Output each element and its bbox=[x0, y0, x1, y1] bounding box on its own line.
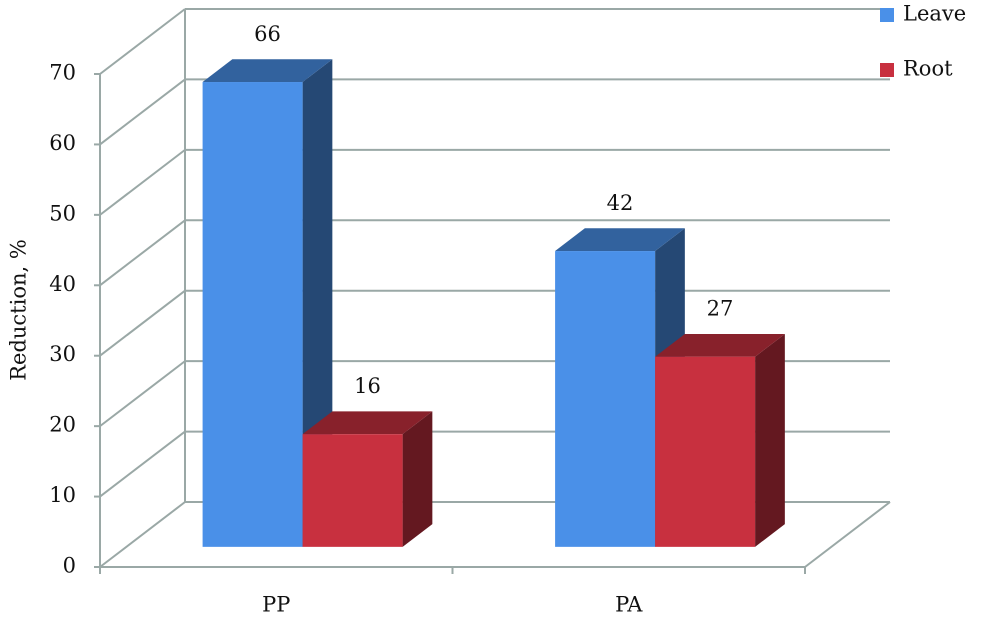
bar bbox=[202, 82, 303, 547]
legend-swatch bbox=[880, 8, 894, 22]
y-tick-label: 50 bbox=[49, 201, 76, 225]
grid-line bbox=[99, 360, 186, 427]
bar-top bbox=[555, 228, 685, 252]
data-label: 16 bbox=[354, 374, 381, 398]
grid-line bbox=[99, 149, 186, 216]
x-tick-label: PP bbox=[262, 593, 290, 617]
floor-edge bbox=[804, 501, 891, 568]
bar-top bbox=[202, 59, 333, 83]
bar-side bbox=[755, 333, 785, 547]
data-label: 42 bbox=[607, 191, 634, 215]
legend-swatch bbox=[880, 63, 894, 77]
y-axis-label: Reduction, % bbox=[7, 239, 31, 381]
grid-line bbox=[99, 78, 186, 146]
data-label: 66 bbox=[254, 22, 281, 46]
bar bbox=[555, 251, 656, 547]
y-tick-label: 20 bbox=[49, 413, 76, 437]
bar-top bbox=[655, 333, 785, 357]
bar-side bbox=[402, 411, 433, 547]
legend-label: Leave bbox=[903, 2, 966, 26]
y-tick-label: 40 bbox=[49, 272, 76, 296]
bar bbox=[655, 356, 756, 547]
y-tick-label: 10 bbox=[49, 483, 76, 507]
y-tick-label: 70 bbox=[49, 61, 76, 85]
grid-line bbox=[99, 289, 186, 357]
x-tick-label: PA bbox=[615, 593, 643, 617]
data-label: 27 bbox=[707, 296, 734, 320]
y-tick-label: 60 bbox=[49, 131, 76, 155]
grid-line bbox=[99, 501, 186, 568]
y-tick-label: 30 bbox=[49, 342, 76, 366]
bar bbox=[302, 434, 403, 547]
grid-line bbox=[99, 219, 186, 287]
legend-label: Root bbox=[903, 57, 953, 81]
y-tick-label: 0 bbox=[63, 554, 76, 578]
grid-line bbox=[99, 8, 186, 75]
grid-line bbox=[99, 430, 186, 498]
bar-top bbox=[302, 411, 433, 435]
